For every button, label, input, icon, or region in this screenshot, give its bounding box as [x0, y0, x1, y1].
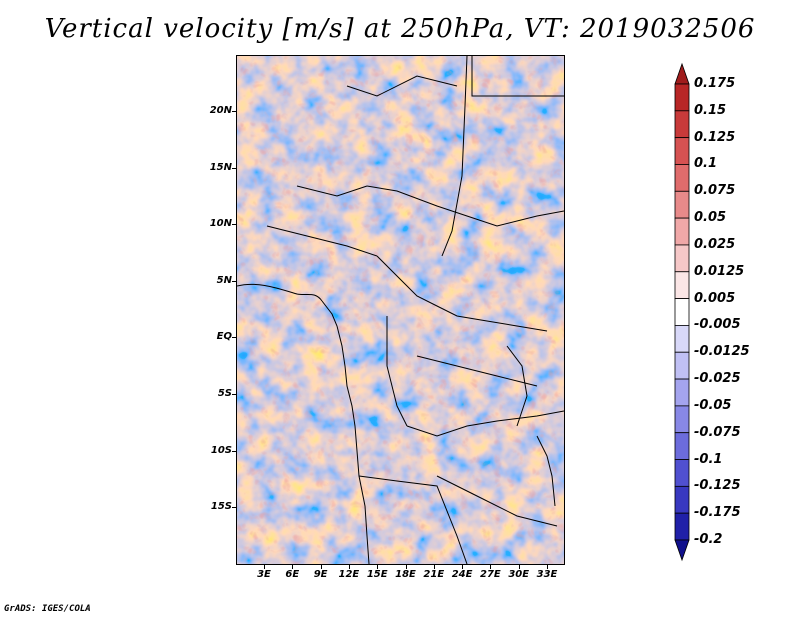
lat-label: 5S	[217, 388, 232, 399]
colorbar	[674, 62, 690, 562]
colorbar-label: -0.0125	[694, 344, 750, 360]
lon-label: 3E	[257, 569, 271, 580]
lat-label: 10N	[209, 218, 232, 230]
lon-label: 33E	[536, 569, 558, 580]
lat-label: 15N	[209, 161, 232, 173]
colorbar-bin	[674, 110, 690, 139]
lon-tick	[264, 564, 265, 569]
lon-label: 6E	[285, 569, 300, 580]
lat-tick	[232, 394, 237, 395]
lat-tick	[232, 507, 237, 509]
colorbar-label: 0.15	[694, 102, 727, 118]
lon-tick	[490, 564, 492, 569]
field-noise-detail	[237, 56, 564, 564]
lat-tick	[232, 337, 237, 339]
colorbar-label: 0.005	[694, 290, 736, 306]
colorbar-label: -0.005	[694, 317, 741, 333]
country-borders	[237, 56, 564, 564]
lon-label: 21E	[423, 569, 445, 580]
colorbar-bin	[674, 271, 690, 299]
colorbar-label: 0.125	[694, 129, 736, 145]
colorbar-label: -0.05	[694, 397, 732, 413]
lat-tick	[232, 167, 237, 169]
lat-label: 5N	[216, 274, 232, 286]
colorbar-bin	[674, 137, 690, 165]
colorbar-label: -0.2	[694, 532, 723, 547]
lon-label: 18E	[395, 569, 416, 580]
lon-tick	[377, 564, 379, 569]
lon-label: 24E	[451, 569, 473, 580]
colorbar-label: 0.025	[694, 236, 736, 252]
colorbar-label: 0.175	[694, 76, 736, 91]
colorbar-label: -0.1	[694, 451, 723, 467]
colorbar-label: -0.175	[694, 505, 741, 521]
grads-credit: GrADS: IGES/COLA	[4, 604, 91, 614]
colorbar-arrow-bottom	[674, 539, 690, 562]
colorbar-label: -0.125	[694, 478, 741, 494]
chart-title: Vertical velocity [m/s] at 250hPa, VT: 2…	[44, 14, 756, 44]
colorbar-bin	[674, 351, 690, 380]
colorbar-bin	[674, 217, 690, 246]
lat-label: 15S	[210, 501, 232, 513]
colorbar-label: -0.075	[694, 424, 741, 440]
lat-tick	[232, 450, 237, 452]
colorbar-bin	[674, 298, 690, 326]
lat-tick	[232, 111, 237, 112]
colorbar-arrow-top	[674, 62, 690, 85]
lon-tick	[518, 564, 520, 569]
colorbar-label: 0.05	[694, 210, 727, 226]
lat-tick	[232, 224, 237, 226]
colorbar-label: 0.0125	[694, 263, 745, 279]
velocity-field	[237, 56, 564, 564]
colorbar-label: 0.075	[694, 183, 736, 199]
colorbar-bin	[674, 83, 690, 112]
colorbar-bin	[674, 378, 690, 407]
lon-tick	[348, 564, 350, 569]
colorbar-bin	[674, 405, 690, 434]
lon-tick	[292, 564, 294, 569]
colorbar-bin	[674, 485, 690, 514]
colorbar-label: -0.025	[694, 371, 741, 387]
lat-label: 10S	[210, 444, 232, 456]
lon-label: 27E	[480, 569, 501, 580]
lat-tick	[232, 280, 237, 282]
lon-label: 12E	[338, 569, 360, 580]
lon-tick	[462, 564, 464, 569]
lon-label: 9E	[313, 569, 328, 580]
lon-tick	[547, 564, 548, 569]
colorbar-bin	[674, 459, 690, 487]
colorbar-bin	[674, 164, 690, 192]
lon-tick	[320, 564, 322, 569]
lon-tick	[433, 564, 435, 569]
lon-label: 30E	[508, 569, 530, 580]
lon-tick	[405, 564, 407, 569]
colorbar-bin	[674, 512, 690, 541]
colorbar-label: 0.1	[694, 156, 718, 172]
lat-label: 20N	[209, 105, 232, 116]
colorbar-bin	[674, 325, 690, 353]
colorbar-bin	[674, 244, 690, 273]
lat-label: EQ	[216, 331, 232, 343]
map-panel	[236, 55, 565, 565]
colorbar-bin	[674, 190, 690, 219]
lon-label: 15E	[366, 569, 388, 580]
colorbar-bin	[674, 432, 690, 460]
